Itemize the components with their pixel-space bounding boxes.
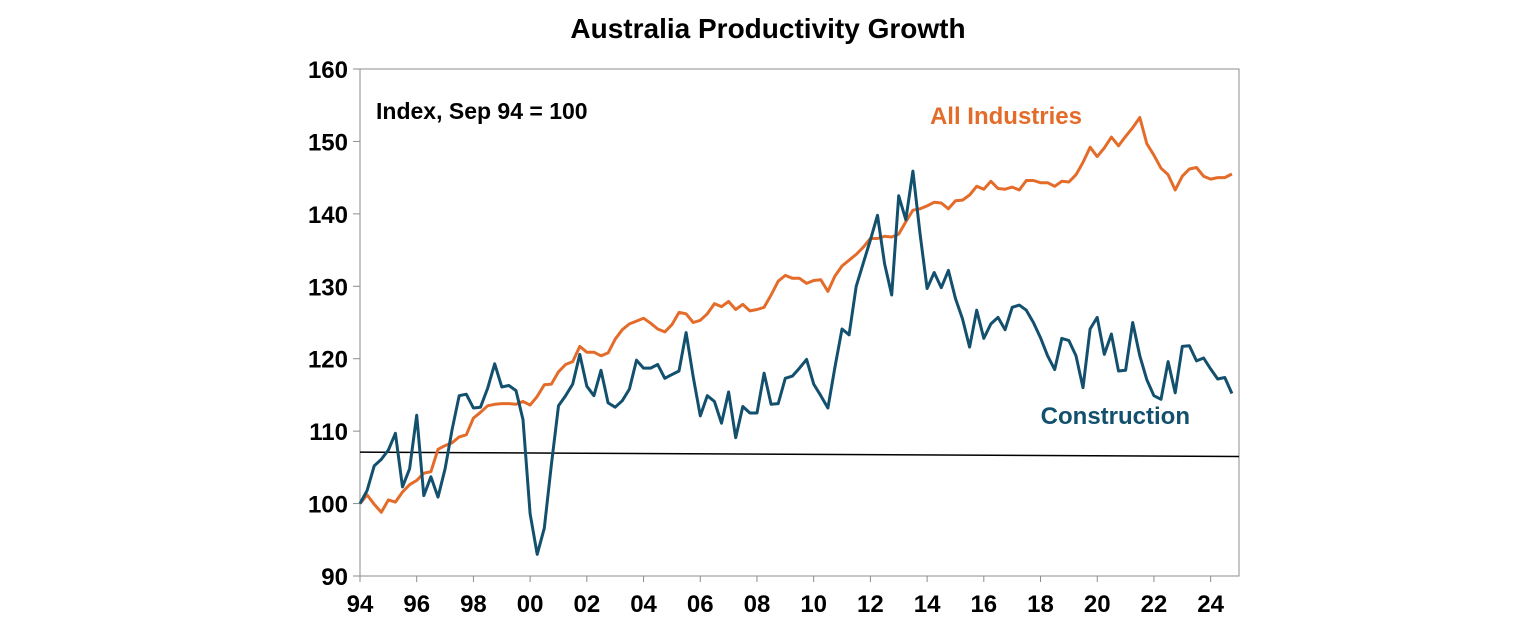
annotation-label: Index, Sep 94 = 100 bbox=[376, 98, 588, 124]
x-tick-label: 20 bbox=[1084, 591, 1111, 618]
series-line-construction bbox=[358, 169, 1234, 556]
x-tick-label: 18 bbox=[1027, 591, 1054, 618]
series-label-construction: Construction bbox=[1041, 403, 1190, 430]
x-tick-label: 98 bbox=[460, 591, 487, 618]
x-tick-label: 14 bbox=[914, 591, 941, 618]
series-label-all-industries: All Industries bbox=[930, 103, 1082, 130]
x-tick-label: 08 bbox=[744, 591, 771, 618]
y-tick-label: 140 bbox=[308, 202, 348, 229]
y-axis: 90 100 110 120 130 140 150 160 bbox=[308, 57, 360, 591]
x-tick-label: 16 bbox=[970, 591, 997, 618]
x-tick-label: 12 bbox=[857, 591, 884, 618]
x-tick-label: 96 bbox=[403, 591, 430, 618]
x-tick-label: 22 bbox=[1141, 591, 1168, 618]
x-tick-label: 10 bbox=[800, 591, 827, 618]
chart-title: Australia Productivity Growth bbox=[570, 13, 965, 44]
x-tick-label: 02 bbox=[573, 591, 600, 618]
x-tick-label: 24 bbox=[1197, 591, 1224, 618]
y-tick-label: 100 bbox=[308, 492, 348, 519]
y-tick-label: 130 bbox=[308, 274, 348, 301]
y-tick-label: 120 bbox=[308, 347, 348, 374]
x-tick-label: 94 bbox=[347, 591, 374, 618]
y-tick-label: 160 bbox=[308, 57, 348, 84]
series-line-all-industries bbox=[358, 116, 1233, 514]
plot-frame bbox=[359, 68, 1240, 577]
reference-line bbox=[359, 451, 1240, 458]
y-tick-label: 150 bbox=[308, 129, 348, 156]
x-tick-label: 00 bbox=[517, 591, 544, 618]
y-tick-label: 90 bbox=[321, 564, 348, 591]
x-tick-label: 04 bbox=[630, 591, 657, 618]
x-axis: 94 96 98 00 02 04 06 08 10 12 14 16 18 20 22 24 bbox=[347, 576, 1225, 618]
y-tick-label: 110 bbox=[309, 419, 348, 446]
x-tick-label: 06 bbox=[687, 591, 714, 618]
